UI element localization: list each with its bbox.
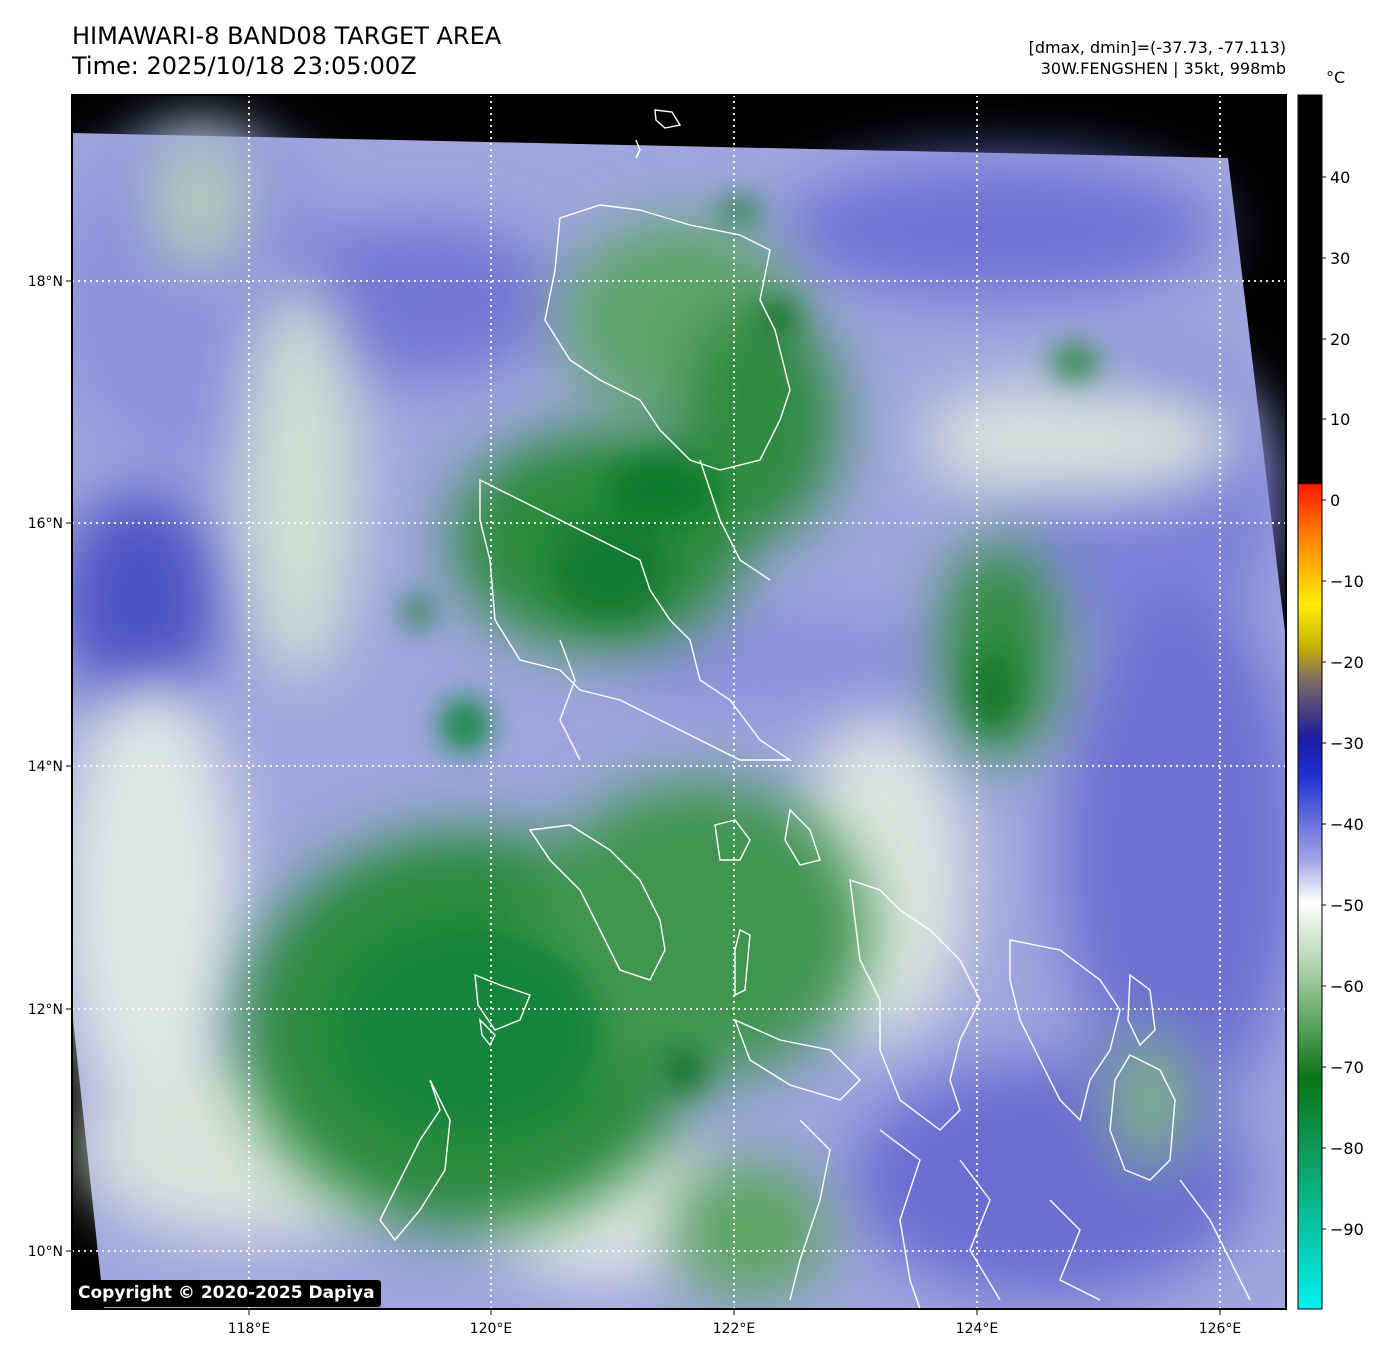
colorbar-tick-label: −60 bbox=[1330, 977, 1364, 996]
lat-label: 10°N bbox=[28, 1244, 63, 1260]
axis-ticks bbox=[66, 280, 1221, 1315]
map-frame bbox=[71, 94, 1287, 1310]
image-timestamp: Time: 2025/10/18 23:05:00Z bbox=[72, 52, 417, 80]
colorbar-unit: °C bbox=[1326, 68, 1346, 87]
colorbar-tick-label: 0 bbox=[1330, 491, 1341, 510]
colorbar-tick-label: 30 bbox=[1330, 249, 1351, 268]
colorbar-tick-label: −50 bbox=[1330, 896, 1364, 915]
colorbar-tick-label: 20 bbox=[1330, 330, 1351, 349]
lon-label: 118°E bbox=[228, 1321, 271, 1337]
lat-label: 12°N bbox=[28, 1002, 63, 1018]
colorbar-tick-label: −20 bbox=[1330, 653, 1364, 672]
lat-label: 14°N bbox=[28, 759, 63, 775]
image-title: HIMAWARI-8 BAND08 TARGET AREA bbox=[72, 22, 502, 50]
colorbar-tick-label: 10 bbox=[1330, 410, 1351, 429]
copyright-badge: Copyright © 2020-2025 Dapiya bbox=[72, 1280, 381, 1307]
colorbar-tick-label: −30 bbox=[1330, 734, 1364, 753]
lon-label: 124°E bbox=[956, 1321, 999, 1337]
lat-label: 18°N bbox=[28, 274, 63, 290]
colorbar-tick-label: −80 bbox=[1330, 1139, 1364, 1158]
colorbar bbox=[1297, 94, 1323, 1310]
colorbar-tick-label: −40 bbox=[1330, 815, 1364, 834]
colorbar-tick-label: −90 bbox=[1330, 1220, 1364, 1239]
colorbar-tick-label: −70 bbox=[1330, 1058, 1364, 1077]
storm-info-label: 30W.FENGSHEN | 35kt, 998mb bbox=[1040, 59, 1286, 78]
lon-label: 122°E bbox=[713, 1321, 756, 1337]
data-range-label: [dmax, dmin]=(-37.73, -77.113) bbox=[1028, 38, 1286, 57]
lat-label: 16°N bbox=[28, 516, 63, 532]
gridlines bbox=[72, 95, 1286, 1309]
coastlines bbox=[379, 109, 1251, 1309]
satellite-imagery bbox=[72, 95, 1286, 1309]
lon-label: 120°E bbox=[470, 1321, 513, 1337]
lon-label: 126°E bbox=[1199, 1321, 1242, 1337]
colorbar-tick-label: 40 bbox=[1330, 168, 1351, 187]
colorbar-tick-label: −10 bbox=[1330, 572, 1364, 591]
colorbar-ticks bbox=[1322, 176, 1326, 1230]
